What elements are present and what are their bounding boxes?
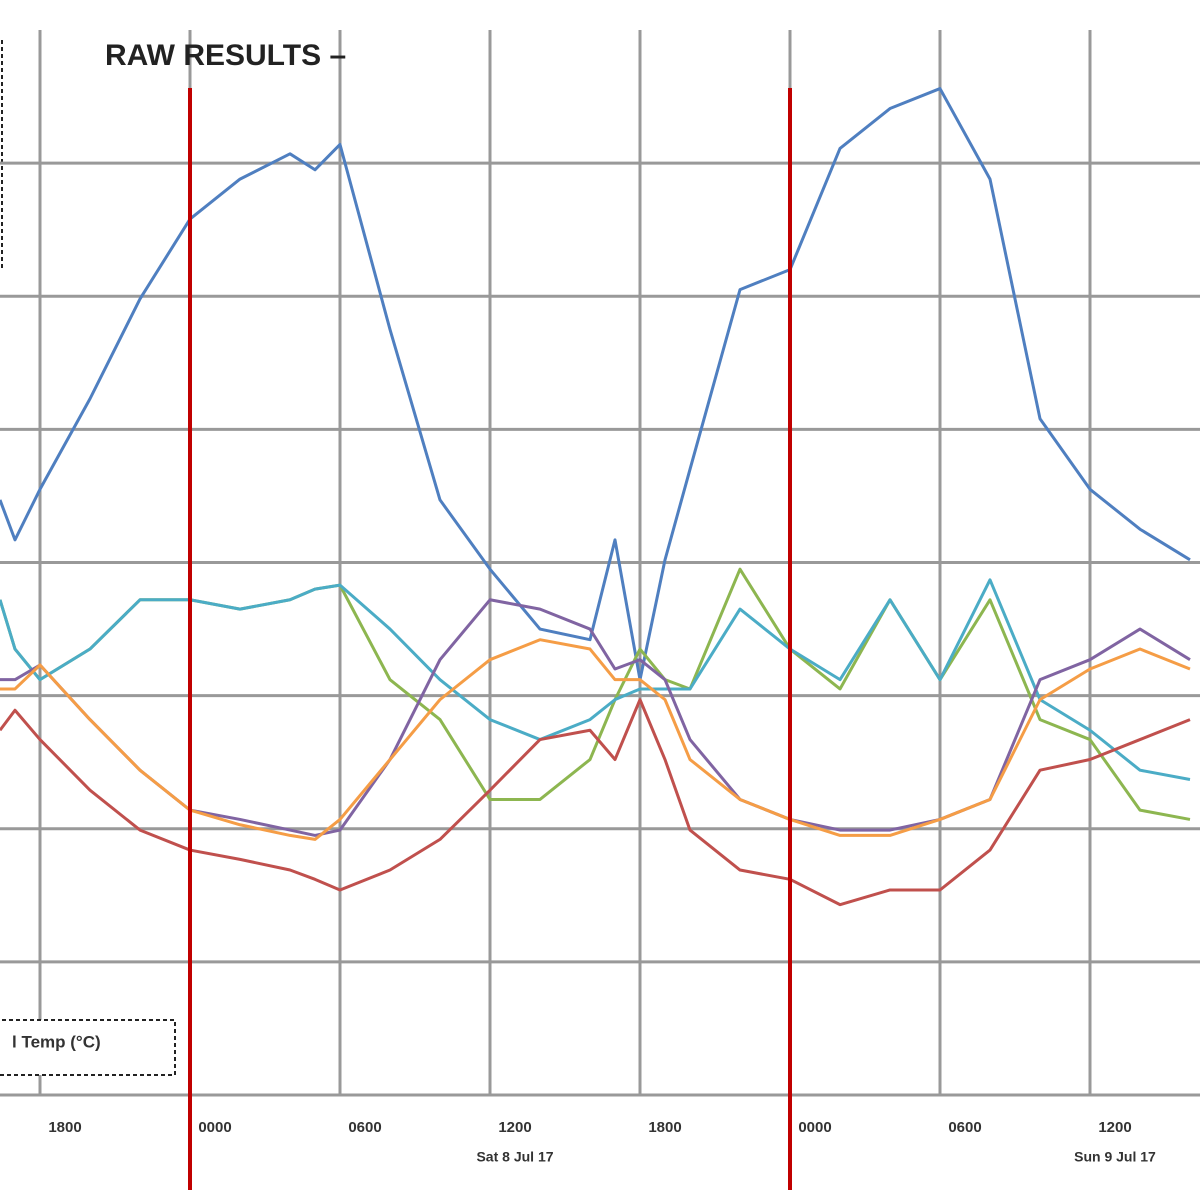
date-label: Sun 9 Jul 17	[1074, 1149, 1156, 1165]
x-tick-label: 0000	[198, 1119, 231, 1136]
x-tick-label: 0600	[948, 1119, 981, 1136]
series-line	[0, 698, 1191, 907]
legend-box	[0, 1019, 176, 1076]
series-line	[0, 638, 1191, 841]
legend-text: l Temp (°C)	[12, 1032, 101, 1051]
x-tick-label: 1800	[648, 1119, 681, 1136]
chart-title: RAW RESULTS –	[105, 39, 346, 72]
series-line	[0, 578, 1191, 781]
series-line	[0, 87, 1191, 682]
x-tick-label: 1200	[1098, 1119, 1131, 1136]
x-tick-label: 1200	[498, 1119, 531, 1136]
x-tick-label: 0000	[798, 1119, 831, 1136]
x-tick-label: 1800	[48, 1119, 81, 1136]
date-label: Sat 8 Jul 17	[476, 1149, 553, 1165]
x-tick-label: 0600	[348, 1119, 381, 1136]
